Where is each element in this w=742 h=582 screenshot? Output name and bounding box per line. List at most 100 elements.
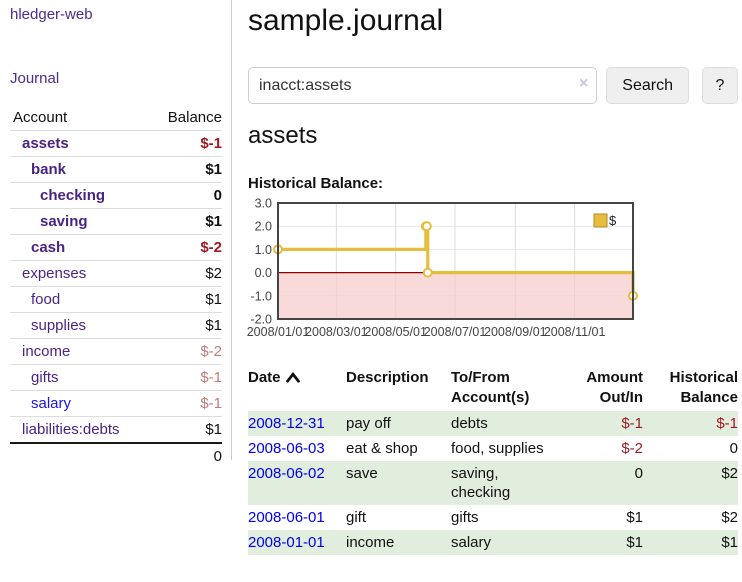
transaction-balance: 0 bbox=[729, 440, 738, 457]
transaction-description: income bbox=[346, 534, 395, 551]
transaction-row: 2008-01-01 income salary $1 $1 bbox=[248, 530, 738, 555]
account-row: gifts $-1 bbox=[10, 364, 222, 391]
account-balance: $-1 bbox=[149, 390, 222, 417]
account-link[interactable]: cash bbox=[31, 239, 66, 256]
account-row: salary $-1 bbox=[10, 390, 222, 417]
account-balance: $2 bbox=[149, 260, 222, 287]
x-tick-label: 2008/05/01 bbox=[364, 325, 427, 339]
main-content: sample.journal × Search ? assets Histori… bbox=[247, 0, 738, 555]
account-balance: $1 bbox=[149, 312, 222, 339]
transaction-description: eat & shop bbox=[346, 440, 418, 457]
transaction-accounts: gifts bbox=[451, 509, 479, 526]
transaction-date-link[interactable]: 2008-06-03 bbox=[248, 440, 325, 457]
account-row: expenses $2 bbox=[10, 260, 222, 287]
balance-chart: $3.0 2.0 1.0 0.0 -1.0 -2.02008/01/012008/03/0… bbox=[247, 197, 638, 339]
register-header-date[interactable]: Date bbox=[248, 365, 346, 411]
sidebar-item-journal[interactable]: Journal bbox=[10, 70, 60, 87]
account-row: supplies $1 bbox=[10, 312, 222, 339]
transaction-description: save bbox=[346, 465, 378, 482]
account-link[interactable]: gifts bbox=[31, 369, 59, 386]
legend-label: $ bbox=[609, 213, 617, 228]
account-link[interactable]: salary bbox=[31, 395, 72, 412]
account-balance: $-2 bbox=[149, 338, 222, 365]
account-balance: $1 bbox=[149, 416, 222, 443]
accounts-body: assets $-1 bank $1 checking 0 saving $1 cash $-2 e… bbox=[10, 130, 222, 443]
accounts-total-row: 0 bbox=[10, 442, 222, 469]
y-tick-label: -2.0 bbox=[250, 313, 272, 327]
account-balance: $-1 bbox=[149, 364, 222, 391]
account-row: food $1 bbox=[10, 286, 222, 313]
transaction-balance: $2 bbox=[721, 509, 738, 526]
account-row: checking 0 bbox=[10, 182, 222, 209]
register-header-description[interactable]: Description bbox=[346, 369, 429, 386]
account-link[interactable]: bank bbox=[31, 161, 67, 178]
transaction-date-link[interactable]: 2008-06-02 bbox=[248, 465, 325, 482]
transaction-description: pay off bbox=[346, 415, 391, 432]
legend-swatch bbox=[593, 213, 608, 228]
y-tick-label: 2.0 bbox=[255, 220, 272, 234]
register-header-row: Date Description To/From Account(s) Amoun… bbox=[248, 365, 738, 411]
app-brand-link[interactable]: hledger-web bbox=[10, 6, 93, 23]
search-input[interactable] bbox=[248, 67, 598, 104]
account-link[interactable]: food bbox=[31, 291, 61, 308]
data-point-marker bbox=[421, 221, 432, 232]
transaction-date-link[interactable]: 2008-06-01 bbox=[248, 509, 325, 526]
y-tick-label: 3.0 bbox=[255, 197, 272, 211]
search-form: × Search ? bbox=[248, 67, 738, 104]
account-link[interactable]: assets bbox=[22, 135, 69, 152]
accounts-header-balance: Balance bbox=[167, 109, 222, 126]
account-balance: $1 bbox=[149, 208, 222, 235]
transaction-amount: $1 bbox=[626, 534, 643, 551]
x-tick-label: 2008/09/01 bbox=[484, 325, 547, 339]
transaction-row: 2008-06-01 gift gifts $1 $2 bbox=[248, 505, 738, 530]
transaction-date-link[interactable]: 2008-12-31 bbox=[248, 415, 325, 432]
register-header-amount[interactable]: Amount Out/In bbox=[586, 369, 643, 406]
transaction-accounts: food, supplies bbox=[451, 440, 544, 457]
account-link[interactable]: expenses bbox=[22, 265, 87, 282]
account-row: bank $1 bbox=[10, 156, 222, 183]
search-button[interactable]: Search bbox=[606, 67, 689, 104]
transaction-date-cell: 2008-12-31 bbox=[248, 411, 346, 436]
transaction-date-link[interactable]: 2008-01-01 bbox=[248, 534, 325, 551]
account-link[interactable]: income bbox=[22, 343, 71, 360]
account-page-title: assets bbox=[248, 122, 318, 149]
register-header-tofrom[interactable]: To/From Account(s) bbox=[451, 369, 530, 406]
transaction-balance: $1 bbox=[721, 534, 738, 551]
account-link[interactable]: saving bbox=[40, 213, 88, 230]
transaction-row: 2008-12-31 pay off debts $-1 $-1 bbox=[248, 411, 738, 436]
x-tick-label: 2008/11/01 bbox=[544, 325, 606, 339]
transaction-amount: $-2 bbox=[621, 440, 643, 457]
transaction-date-cell: 2008-06-02 bbox=[248, 461, 346, 505]
help-button[interactable]: ? bbox=[702, 67, 738, 104]
transaction-amount: 0 bbox=[634, 465, 643, 482]
transaction-accounts: salary bbox=[451, 534, 492, 551]
transaction-amount: $-1 bbox=[621, 415, 643, 432]
y-tick-label: 1.0 bbox=[255, 243, 272, 257]
account-balance: $1 bbox=[149, 156, 222, 183]
account-balance: $-2 bbox=[149, 234, 222, 261]
transaction-date-cell: 2008-06-01 bbox=[248, 505, 346, 530]
register-table: Date Description To/From Account(s) Amoun… bbox=[248, 365, 738, 555]
account-link[interactable]: liabilities:debts bbox=[22, 421, 120, 438]
sidebar: hledger-web Journal Account Balance asse… bbox=[0, 0, 232, 469]
accounts-header-row: Account Balance bbox=[10, 105, 222, 131]
transaction-balance: $2 bbox=[721, 465, 738, 482]
account-row: assets $-1 bbox=[10, 130, 222, 157]
transaction-accounts: debts bbox=[451, 415, 488, 432]
transaction-balance: $-1 bbox=[716, 415, 738, 432]
clear-search-icon[interactable]: × bbox=[578, 75, 589, 92]
register-body: 2008-12-31 pay off debts $-1 $-1 2008-06-03 ea… bbox=[248, 411, 738, 555]
data-point-marker bbox=[422, 267, 433, 278]
accounts-total-value: 0 bbox=[149, 442, 222, 469]
account-link[interactable]: supplies bbox=[31, 317, 87, 334]
register-header-balance[interactable]: Historical Balance bbox=[669, 369, 738, 406]
x-tick-label: 2008/03/01 bbox=[305, 325, 368, 339]
account-row: saving $1 bbox=[10, 208, 222, 235]
account-row: cash $-2 bbox=[10, 234, 222, 261]
accounts-header-account: Account bbox=[13, 109, 68, 126]
account-link[interactable]: checking bbox=[40, 187, 106, 204]
chart-caption: Historical Balance: bbox=[248, 175, 384, 192]
x-tick-label: 2008/01/01 bbox=[247, 325, 310, 339]
account-balance: $-1 bbox=[149, 130, 222, 157]
account-row: income $-2 bbox=[10, 338, 222, 365]
